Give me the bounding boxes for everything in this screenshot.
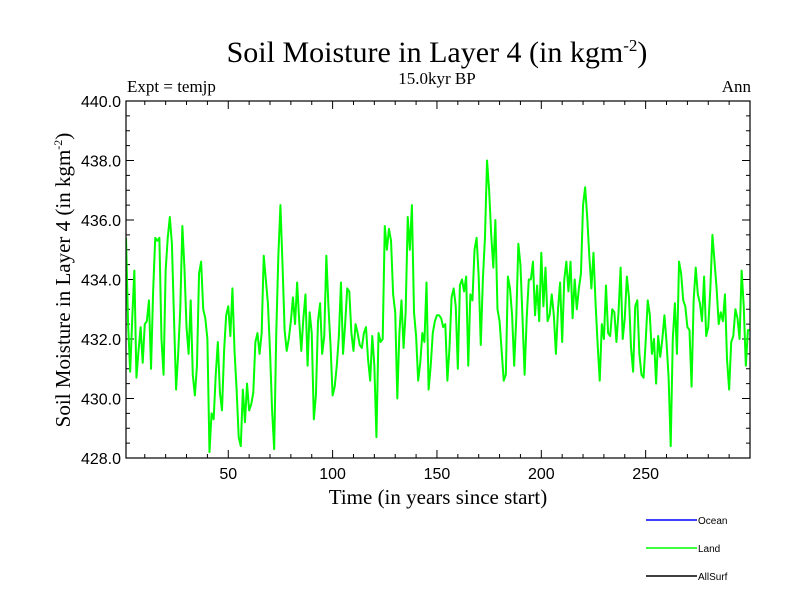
y-axis-label: Soil Moisture in Layer 4 (in kgm-2) (51, 133, 75, 428)
chart-subtitle: 15.0kyr BP (398, 69, 475, 88)
season-label: Ann (722, 77, 752, 96)
x-tick-label: 250 (632, 466, 659, 483)
legend-label-land: Land (698, 544, 720, 555)
legend-label-ocean: Ocean (698, 516, 727, 527)
y-tick-label: 428.0 (81, 451, 121, 468)
chart-title-sup: -2 (623, 36, 637, 55)
y-tick-label: 436.0 (81, 213, 121, 230)
experiment-label: Expt = temjp (127, 77, 216, 96)
y-axis-label-sup: -2 (51, 140, 65, 150)
y-tick-label: 438.0 (81, 154, 121, 171)
x-tick-label: 50 (219, 466, 237, 483)
x-tick-label: 100 (319, 466, 346, 483)
x-tick-label: 200 (528, 466, 555, 483)
chart-title-main: Soil Moisture in Layer 4 (in kgm (227, 36, 624, 69)
tick-labels: 50 100 150 200 250 428.0 430.0 432.0 434.0 436.0 4… (81, 94, 659, 483)
series-layer (126, 159, 750, 454)
x-tick-label: 150 (424, 466, 451, 483)
y-tick-label: 430.0 (81, 392, 121, 409)
x-axis-label: Time (in years since start) (329, 485, 548, 509)
y-tick-label: 432.0 (81, 332, 121, 349)
legend: Ocean Land AllSurf (646, 516, 728, 583)
axes (126, 101, 750, 458)
legend-label-allsurf: AllSurf (698, 572, 728, 583)
plot-frame (125, 100, 751, 459)
y-tick-label: 440.0 (81, 94, 121, 111)
series-line-land (126, 159, 750, 454)
y-tick-label: 434.0 (81, 273, 121, 290)
chart-title: Soil Moisture in Layer 4 (in kgm-2) (227, 36, 648, 69)
y-axis-label-close: ) (51, 133, 75, 140)
y-axis-label-main: Soil Moisture in Layer 4 (in kgm (51, 150, 75, 428)
chart-title-close: ) (637, 36, 647, 69)
